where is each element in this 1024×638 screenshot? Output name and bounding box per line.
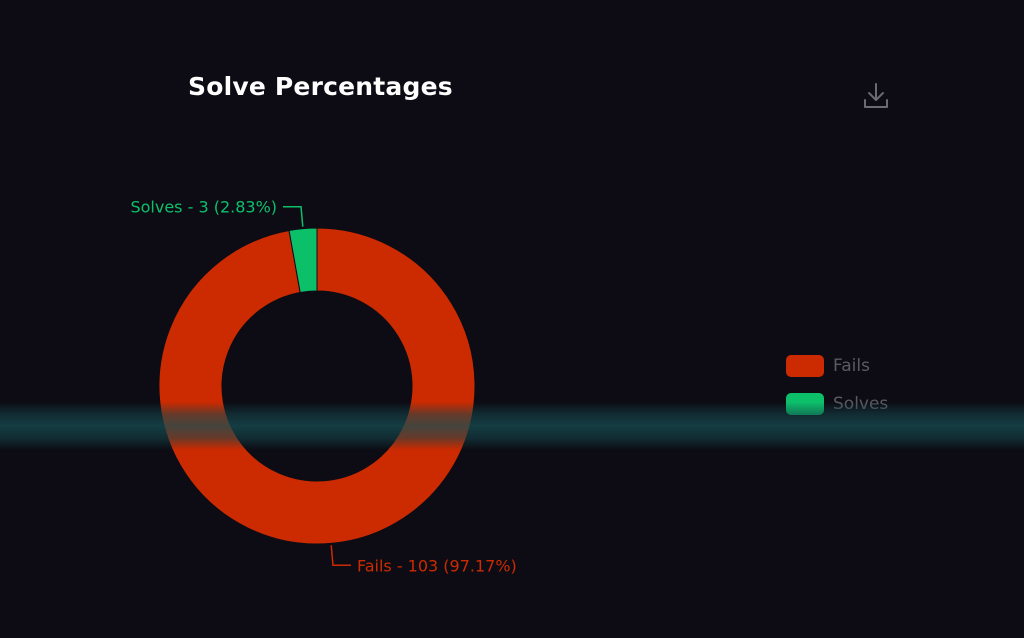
download-icon	[864, 83, 888, 108]
download-button[interactable]	[860, 80, 892, 112]
leader-line-fails	[330, 545, 351, 567]
legend-swatch-solves	[786, 393, 824, 415]
legend-item-fails[interactable]: Fails	[786, 353, 888, 379]
legend-item-solves[interactable]: Solves	[786, 391, 888, 417]
slice-solves[interactable]	[288, 227, 318, 294]
legend-label-solves: Solves	[833, 394, 889, 414]
leader-line-solves	[283, 205, 304, 227]
legend-label-fails: Fails	[833, 356, 870, 376]
chart-legend: Fails Solves	[786, 353, 888, 429]
data-label-fails: Fails - 103 (97.17%)	[357, 556, 517, 575]
chart-title: Solve Percentages	[188, 72, 453, 101]
legend-swatch-fails	[786, 355, 824, 377]
data-label-solves: Solves - 3 (2.83%)	[130, 198, 277, 217]
